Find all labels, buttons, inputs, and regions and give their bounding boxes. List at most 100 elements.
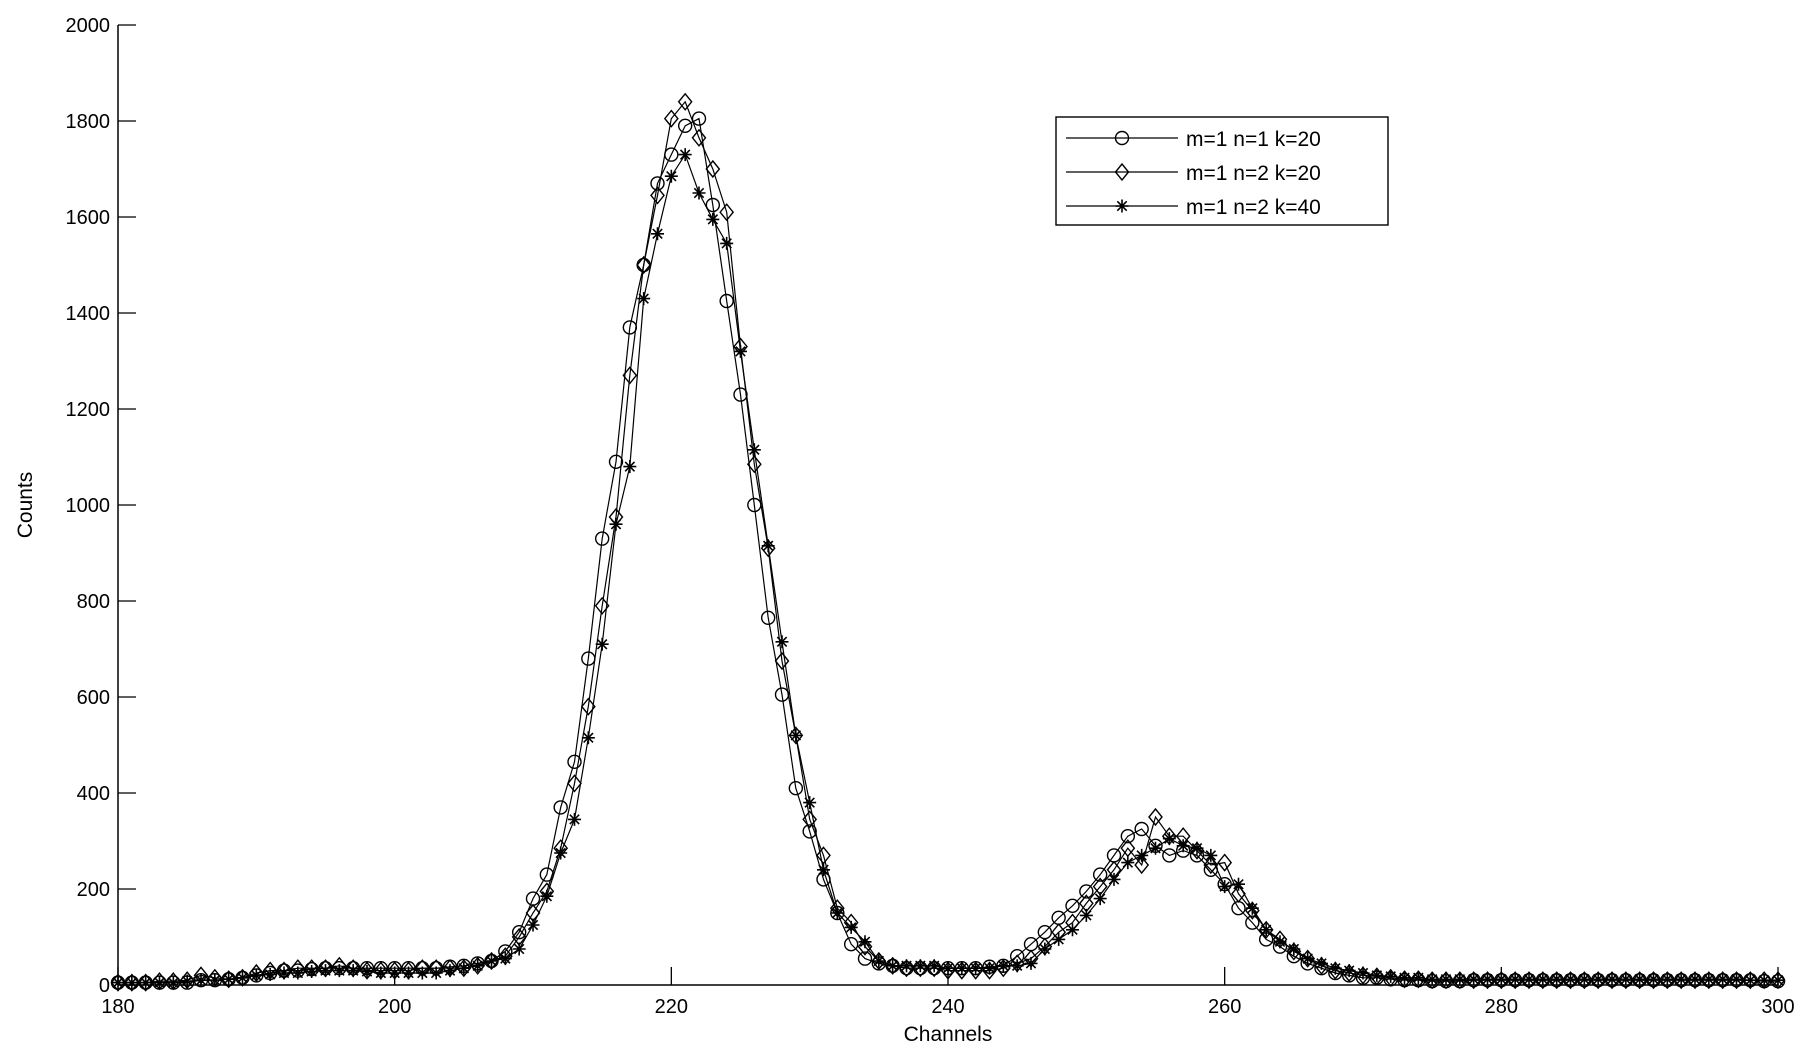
- data-point: [1466, 971, 1482, 990]
- data-point: [512, 942, 526, 956]
- data-point: [429, 966, 443, 980]
- data-point: [1550, 972, 1564, 986]
- data-point: [1066, 923, 1079, 937]
- data-point: [1176, 839, 1190, 853]
- data-point: [1217, 853, 1233, 872]
- data-point: [1203, 855, 1219, 875]
- data-point: [789, 728, 803, 742]
- data-point: [1632, 971, 1648, 990]
- data-point: [955, 961, 969, 975]
- data-point: [1633, 972, 1647, 986]
- data-point: [941, 961, 955, 975]
- y-tick-label: 1600: [66, 207, 111, 229]
- y-tick-label: 800: [77, 591, 110, 613]
- data-point: [969, 961, 983, 975]
- data-point: [691, 128, 707, 147]
- data-point: [1301, 952, 1315, 966]
- data-point: [540, 889, 554, 903]
- data-point: [1701, 971, 1717, 990]
- data-point: [1563, 971, 1578, 990]
- data-point: [235, 968, 250, 987]
- data-point: [1162, 832, 1176, 846]
- data-point: [319, 964, 332, 978]
- y-tick-label: 600: [77, 687, 110, 709]
- data-point: [139, 976, 153, 990]
- data-point: [774, 651, 790, 671]
- data-point: [1135, 848, 1149, 862]
- data-point: [817, 863, 830, 877]
- data-point: [498, 952, 512, 966]
- data-point: [263, 967, 277, 981]
- data-point: [1397, 970, 1412, 989]
- data-point: [1092, 867, 1108, 882]
- data-point: [1383, 968, 1399, 987]
- data-point: [1410, 970, 1426, 989]
- y-tick-label: 400: [77, 783, 110, 805]
- data-point: [1604, 971, 1620, 990]
- data-point: [236, 971, 249, 985]
- data-point: [222, 972, 236, 986]
- data-point: [1493, 971, 1509, 990]
- data-point: [1452, 971, 1468, 990]
- data-point: [636, 255, 652, 275]
- data-point: [1577, 972, 1591, 986]
- data-point: [415, 966, 429, 980]
- data-point: [1010, 959, 1024, 973]
- data-point: [1646, 971, 1661, 990]
- y-tick-label: 1800: [66, 111, 111, 133]
- data-point: [1729, 971, 1744, 990]
- data-point: [803, 796, 817, 810]
- data-point: [1659, 971, 1675, 990]
- data-point: [983, 961, 996, 975]
- data-point: [1218, 880, 1232, 894]
- data-point: [927, 959, 941, 973]
- data-point: [1134, 855, 1150, 875]
- series-3: [111, 148, 1785, 990]
- data-point: [1328, 961, 1342, 975]
- data-point: [705, 159, 721, 179]
- data-point: [664, 169, 678, 183]
- data-point: [1453, 972, 1467, 986]
- series-line: [118, 117, 1778, 984]
- legend-label: m=1 n=2 k=40: [1186, 196, 1321, 219]
- data-point: [788, 726, 804, 745]
- data-point: [857, 937, 873, 956]
- data-point: [872, 954, 886, 968]
- data-point: [1245, 901, 1259, 915]
- data-point: [1673, 971, 1689, 990]
- data-point: [1716, 972, 1730, 986]
- data-point: [360, 965, 374, 979]
- x-tick-label: 220: [655, 996, 688, 1018]
- series-1: [110, 111, 1786, 990]
- data-point: [1715, 971, 1731, 990]
- data-point: [1481, 972, 1494, 986]
- data-point: [208, 973, 222, 987]
- y-tick-label: 2000: [66, 15, 111, 37]
- data-point: [1549, 971, 1565, 990]
- data-point: [1232, 877, 1245, 891]
- data-point: [1024, 956, 1038, 970]
- data-point: [1521, 971, 1537, 990]
- data-point: [678, 148, 692, 162]
- legend-marker: [1115, 199, 1129, 213]
- data-point: [374, 966, 388, 980]
- data-point: [692, 186, 706, 200]
- data-point: [705, 197, 721, 213]
- legend-marker: [1114, 130, 1130, 146]
- series-line: [118, 153, 1778, 984]
- data-point: [802, 810, 818, 829]
- data-point: [1467, 972, 1481, 986]
- data-point: [885, 956, 901, 975]
- plot-area: [110, 92, 1786, 992]
- data-point: [1315, 956, 1328, 970]
- data-point: [471, 959, 485, 973]
- data-point: [1590, 971, 1606, 990]
- data-point: [1757, 973, 1771, 987]
- data-point: [221, 970, 237, 989]
- data-point: [1507, 971, 1523, 990]
- data-point: [1369, 967, 1385, 986]
- legend-entry-3: m=1 n=2 k=40: [1066, 196, 1321, 219]
- data-point: [1730, 972, 1743, 986]
- data-point: [110, 973, 126, 992]
- data-point: [305, 965, 319, 979]
